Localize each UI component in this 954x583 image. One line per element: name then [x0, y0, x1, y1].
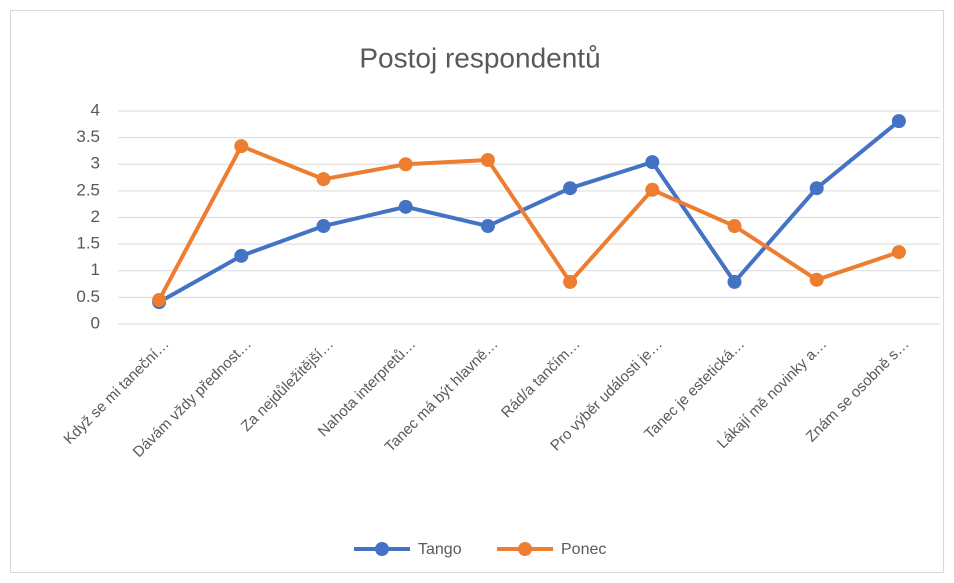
y-tick-label: 1 [91, 260, 100, 279]
point [234, 248, 249, 263]
series-line [158, 119, 901, 304]
y-tick-label: 4 [91, 100, 100, 119]
point [480, 152, 495, 167]
y-tick-label: 2.5 [76, 180, 100, 199]
y-tick-label: 3 [91, 154, 100, 173]
point [891, 114, 906, 129]
point [480, 219, 495, 234]
point [563, 274, 578, 289]
series-line [157, 144, 900, 301]
point [809, 272, 824, 287]
legend-label: Ponec [561, 541, 606, 558]
point [891, 245, 906, 260]
point [645, 155, 660, 170]
y-tick-label: 0 [91, 313, 100, 332]
chart-title: Postoj respondentů [359, 42, 600, 73]
point [152, 293, 167, 308]
chart-frame [10, 10, 944, 573]
point [727, 219, 742, 234]
point [234, 139, 249, 154]
y-tick-label: 0.5 [76, 287, 100, 306]
legend-marker [375, 542, 389, 556]
point [809, 181, 824, 196]
point [563, 181, 578, 196]
y-tick-label: 1.5 [76, 234, 100, 253]
point [316, 172, 331, 187]
point [398, 199, 413, 214]
y-tick-label: 2 [91, 207, 100, 226]
point [316, 219, 331, 234]
legend-marker [518, 542, 532, 556]
point [645, 182, 660, 197]
legend-label: Tango [418, 541, 462, 558]
y-tick-label: 3.5 [76, 127, 100, 146]
point [727, 274, 742, 289]
point [398, 157, 413, 172]
